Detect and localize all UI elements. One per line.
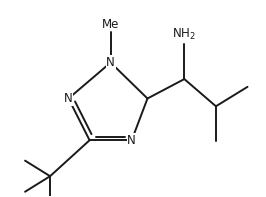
Text: NH$_2$: NH$_2$ [172, 27, 196, 42]
Text: Me: Me [102, 18, 119, 31]
Text: N: N [127, 134, 136, 147]
Text: N: N [106, 56, 115, 69]
Text: N: N [64, 92, 73, 105]
